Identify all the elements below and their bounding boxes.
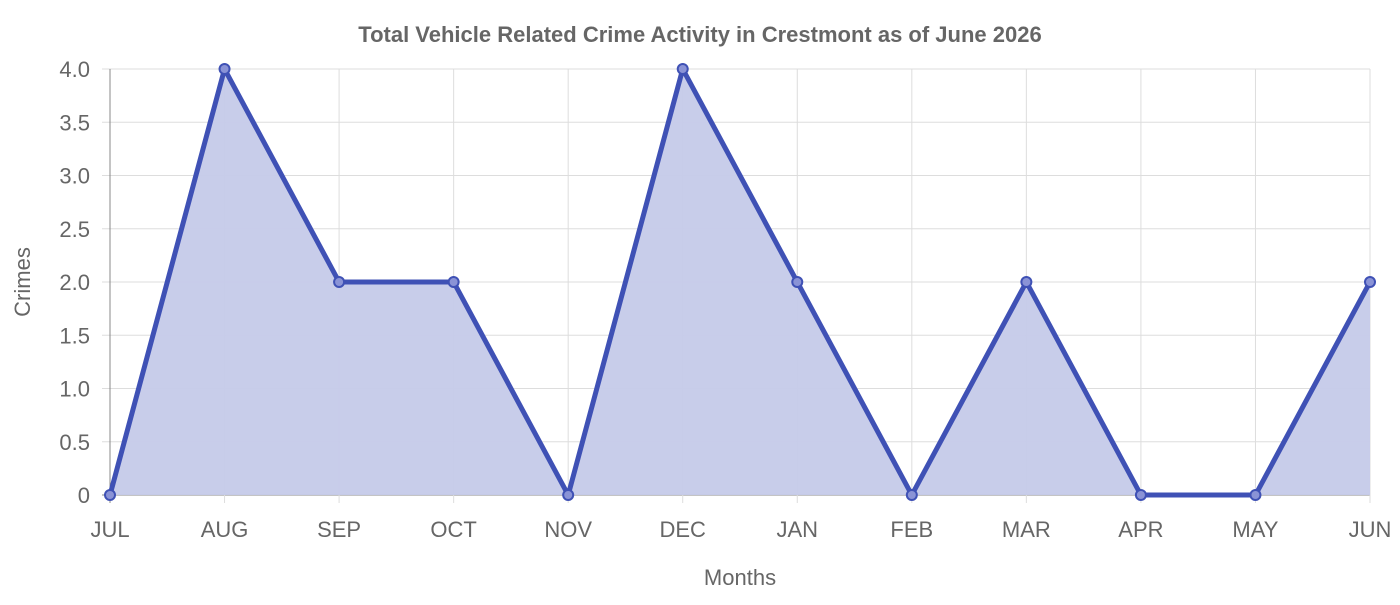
area-fill: [110, 69, 1370, 495]
chart-title: Total Vehicle Related Crime Activity in …: [358, 22, 1041, 47]
x-tick-label: OCT: [430, 517, 476, 542]
x-tick-label: FEB: [890, 517, 933, 542]
data-point[interactable]: [676, 63, 689, 75]
data-points: [104, 63, 1376, 501]
data-point[interactable]: [791, 276, 804, 288]
x-tick-label: MAR: [1002, 517, 1051, 542]
data-point[interactable]: [905, 489, 918, 501]
x-axis-ticks: JUL AUG SEP OCT NOV DEC JAN FEB MAR APR MAY JUN: [90, 517, 1391, 542]
y-tick-label: 1.0: [59, 377, 90, 402]
y-tick-label: 2.5: [59, 217, 90, 242]
x-tick-label: MAY: [1232, 517, 1278, 542]
x-tick-label: AUG: [201, 517, 249, 542]
x-tick-label: JAN: [776, 517, 818, 542]
y-tick-label: 3.0: [59, 164, 90, 189]
y-tick-label: 0: [78, 483, 90, 508]
data-point[interactable]: [447, 276, 460, 288]
y-axis-label: Crimes: [10, 247, 35, 317]
x-axis-label: Months: [704, 565, 776, 590]
x-tick-label: JUN: [1349, 517, 1392, 542]
y-tick-label: 3.5: [59, 110, 90, 135]
x-tick-label: NOV: [544, 517, 592, 542]
series-line-layer: [107, 66, 1373, 498]
data-point[interactable]: [1249, 489, 1262, 501]
data-point[interactable]: [104, 489, 116, 501]
y-axis-ticks: 0 0.5 1.0 1.5 2.0 2.5 3.0 3.5 4.0: [59, 57, 90, 508]
data-point[interactable]: [562, 489, 575, 501]
data-point[interactable]: [1020, 276, 1033, 288]
area-fill-layer: [110, 69, 1370, 495]
data-point[interactable]: [333, 276, 346, 288]
data-point[interactable]: [1364, 276, 1376, 288]
data-point[interactable]: [218, 63, 231, 75]
y-tick-label: 2.0: [59, 270, 90, 295]
x-tick-label: JUL: [90, 517, 129, 542]
x-tick-label: APR: [1118, 517, 1163, 542]
x-tick-label: SEP: [317, 517, 361, 542]
y-tick-label: 0.5: [59, 430, 90, 455]
series-line: [107, 66, 1373, 498]
y-tick-label: 1.5: [59, 323, 90, 348]
x-tick-label: DEC: [660, 517, 707, 542]
y-tick-label: 4.0: [59, 57, 90, 82]
data-point[interactable]: [1134, 489, 1147, 501]
